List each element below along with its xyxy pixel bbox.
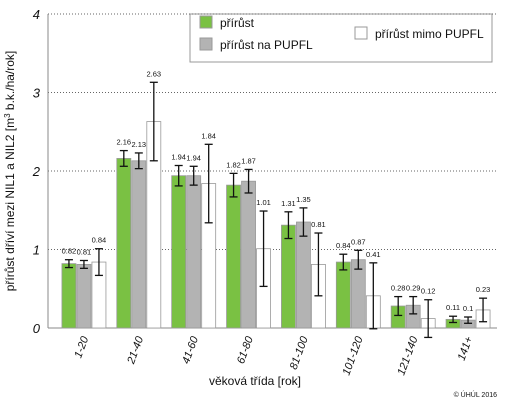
value-label: 1.01 — [256, 198, 271, 207]
value-label: 1.84 — [201, 131, 216, 140]
value-label: 2.63 — [147, 69, 162, 78]
value-label: 0.84 — [92, 236, 107, 245]
bar — [241, 180, 256, 329]
legend-swatch — [199, 37, 213, 51]
value-label: 0.81 — [77, 247, 92, 256]
value-label: 0.11 — [446, 303, 460, 312]
x-tick-label: 81-100 — [288, 334, 311, 371]
legend-label: přírůst — [220, 16, 255, 30]
value-label: 0.12 — [421, 287, 436, 296]
y-tick-label: 4 — [33, 7, 40, 22]
bar — [350, 259, 366, 329]
y-tick-label: 2 — [32, 164, 41, 179]
x-axis-title: věková třída [rok] — [209, 374, 301, 388]
y-axis-title-part: b.k./ha/rok] — [3, 51, 17, 114]
bar — [296, 221, 311, 329]
value-label: 0.28 — [391, 284, 406, 293]
y-tick-label: 1 — [33, 243, 40, 258]
value-label: 0.84 — [336, 241, 351, 250]
y-tick-label: 3 — [33, 86, 41, 101]
value-label: 0.87 — [351, 237, 366, 246]
value-label: 1.87 — [241, 156, 256, 165]
y-tick-label: 0 — [33, 321, 41, 336]
x-tick-label: 141+ — [456, 334, 476, 362]
value-label: 1.94 — [171, 153, 186, 162]
x-tick-label: 1-20 — [72, 334, 91, 360]
bar — [116, 158, 132, 329]
value-label: 0.23 — [476, 285, 491, 294]
bar — [131, 160, 147, 329]
x-tick-label: 61-80 — [235, 334, 256, 365]
value-label: 0.82 — [62, 247, 77, 256]
x-tick-label: 121-140 — [395, 334, 420, 377]
value-label: 2.13 — [132, 140, 147, 149]
bar — [61, 263, 77, 329]
bar — [226, 184, 241, 329]
value-label: 1.31 — [281, 199, 296, 208]
x-tick-label: 41-60 — [180, 334, 201, 365]
credit: © ÚHÚL 2016 — [454, 390, 498, 399]
bar — [335, 261, 351, 329]
y-axis-title: přírůst dříví mezi NIL1 a NIL2 [m3 b.k./… — [3, 51, 17, 292]
value-label: 1.94 — [186, 153, 201, 162]
y-axis-title-sup: 3 — [3, 113, 12, 118]
x-tick-label: 21-40 — [125, 334, 147, 366]
value-label: 0.81 — [311, 220, 326, 229]
bar — [76, 264, 92, 329]
value-label: 2.16 — [117, 138, 132, 147]
value-label: 1.82 — [226, 160, 241, 169]
x-tick-label: 101-120 — [341, 334, 366, 377]
bar — [281, 224, 296, 329]
legend-label: přírůst na PUPFL — [220, 38, 313, 52]
legend-box — [189, 13, 493, 63]
legend-swatch — [199, 15, 213, 29]
value-label: 0.29 — [406, 284, 421, 293]
bar — [171, 175, 187, 329]
legend-swatch — [354, 26, 368, 40]
y-axis-title-part: přírůst dříví mezi NIL1 a NIL2 [m — [3, 118, 17, 291]
value-label: 0.41 — [366, 250, 381, 259]
bar — [186, 175, 202, 329]
value-label: 0.1 — [463, 304, 473, 313]
value-label: 1.35 — [296, 195, 311, 204]
legend-label: přírůst mimo PUPFL — [375, 27, 484, 41]
